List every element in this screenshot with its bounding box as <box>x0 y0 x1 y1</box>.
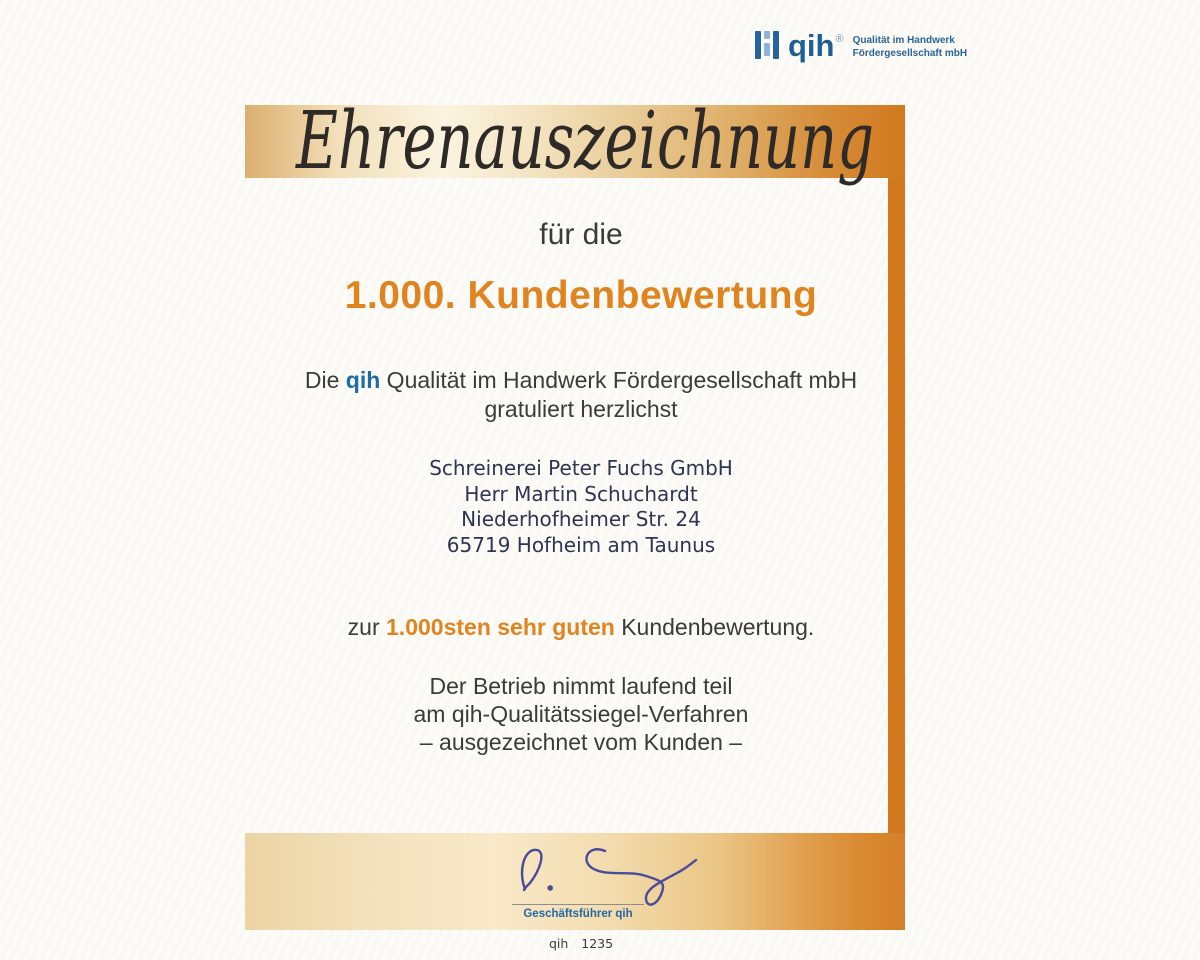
qih-logo-wordmark: qih® <box>788 28 844 63</box>
qih-logo-tagline: Qualität im Handwerk Fördergesellschaft … <box>853 32 967 60</box>
recipient-block: Schreinerei Peter Fuchs GmbH Herr Martin… <box>245 456 917 558</box>
reason-line: zur 1.000sten sehr guten Kundenbewertung… <box>245 614 917 641</box>
tagline-line-2: Fördergesellschaft mbH <box>852 47 968 59</box>
registered-trademark-icon: ® <box>835 33 844 45</box>
closing-block: Der Betrieb nimmt laufend teil am qih-Qu… <box>245 672 917 756</box>
qih-logo-bars-icon <box>755 30 779 61</box>
recipient-person: Herr Martin Schuchardt <box>464 481 698 506</box>
signature-handwriting <box>520 848 698 906</box>
award-title: 1.000. Kundenbewertung <box>344 274 818 317</box>
qih-logo: qih® Qualität im Handwerk Fördergesellsc… <box>755 30 967 61</box>
subtitle-fuer-die: für die <box>539 218 623 251</box>
document-number: qih 1235 <box>548 936 614 951</box>
recipient-city: 65719 Hofheim am Taunus <box>446 532 716 557</box>
title-gradient-band <box>245 105 905 178</box>
intro-paragraph: Die qih Qualität im Handwerk Fördergesel… <box>245 366 917 424</box>
signature-role-label: Geschäftsführer qih <box>523 908 633 920</box>
signature-line <box>512 904 644 905</box>
intro-suffix: Qualität im Handwerk Fördergesellschaft … <box>380 367 858 393</box>
reason-highlight: 1.000sten sehr guten <box>386 614 615 640</box>
reason-suffix: Kundenbewertung. <box>614 614 815 640</box>
page-title: Ehrenauszeichnung <box>295 94 874 187</box>
closing-line-1: Der Betrieb nimmt laufend teil <box>429 673 733 699</box>
closing-line-3: – ausgezeichnet vom Kunden – <box>419 729 743 755</box>
reason-prefix: zur <box>347 614 387 640</box>
intro-prefix: Die <box>304 367 346 393</box>
qih-brand-inline: qih <box>345 367 381 393</box>
recipient-street: Niederhofheimer Str. 24 <box>461 507 701 531</box>
right-border-strip <box>888 178 905 833</box>
closing-line-2: am qih-Qualitätssiegel-Verfahren <box>413 701 749 727</box>
intro-line2: gratuliert herzlichst <box>484 396 678 422</box>
tagline-line-1: Qualität im Handwerk <box>852 34 955 46</box>
signature-band: Geschäftsführer qih <box>245 833 905 930</box>
certificate-title-script: Ehrenauszeichnung <box>295 94 874 187</box>
recipient-company: Schreinerei Peter Fuchs GmbH <box>429 456 733 480</box>
